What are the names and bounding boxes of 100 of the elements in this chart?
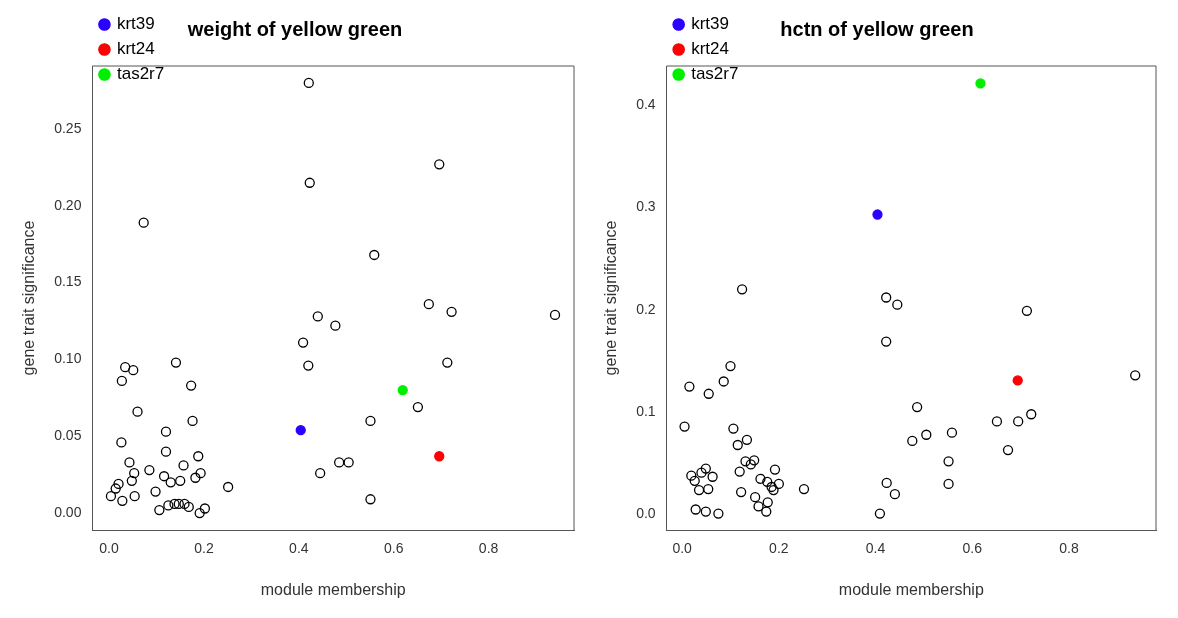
point [173,498,184,510]
y-tick-label: 0.00 [54,503,82,520]
point [199,503,211,514]
point [295,424,306,436]
point [170,357,182,368]
point [700,506,711,517]
point [679,421,690,432]
point [703,483,714,495]
point [423,299,434,310]
point [696,467,707,478]
x-tick-label: 0.6 [962,540,983,557]
point [725,360,736,372]
point [689,475,700,486]
point [769,464,781,475]
point [773,478,784,490]
point [713,508,724,519]
y-tick-label: 0.3 [636,198,656,215]
point [158,471,170,482]
point [874,508,886,519]
point [315,468,326,479]
point [734,466,745,477]
point [160,446,172,457]
point [116,375,128,387]
point [907,435,918,447]
legend-label: tas2r7 [116,64,165,84]
point [179,498,190,510]
point [150,486,161,497]
point [365,415,376,427]
point [892,299,903,310]
point [113,478,124,490]
point [1026,409,1037,420]
point [442,357,453,368]
point [120,361,131,373]
point [872,209,883,220]
point [728,423,739,434]
point [718,376,729,387]
x-tick-label: 0.6 [383,540,404,557]
point [187,415,198,427]
point [446,306,457,317]
point [753,501,764,512]
point [194,507,205,519]
point [762,476,773,488]
legend-label: krt39 [116,14,155,34]
point [740,456,751,467]
point [169,498,180,510]
point [163,500,174,511]
chart-title: weight of yellow green [186,17,403,40]
point [183,501,194,513]
point [693,484,705,496]
point [761,506,772,517]
point [975,78,986,89]
point [129,468,140,479]
point [991,416,1003,427]
point [117,495,128,506]
legend-label: tas2r7 [691,64,739,84]
point [881,336,892,347]
point [128,365,139,376]
point [178,460,189,471]
x-tick-label: 0.0 [99,540,119,557]
y-tick-label: 0.05 [54,427,82,444]
point [132,406,143,417]
point [297,337,309,348]
x-tick-label: 0.2 [769,540,789,557]
point [684,381,695,392]
point [889,489,901,500]
point [434,451,445,462]
point [1012,375,1023,386]
point [434,159,445,170]
point [943,478,954,490]
point [741,434,753,446]
point [222,481,234,493]
point [303,360,314,371]
point [736,284,748,295]
point [1130,370,1141,381]
point [881,477,892,489]
x-tick-label: 0.2 [194,540,214,557]
point [154,504,165,516]
legend-label: krt24 [691,39,729,59]
point [946,427,958,438]
y-tick-label: 0.1 [636,403,656,420]
point [304,177,315,188]
x-axis-title: module membership [260,580,406,598]
y-tick-label: 0.2 [636,300,656,317]
point [1002,444,1014,456]
point [330,320,341,331]
point [690,504,701,515]
point [334,457,345,468]
legend-label: krt39 [691,14,729,34]
point [1021,305,1033,316]
point [700,463,711,474]
point [126,475,137,486]
y-axis-title: gene trait significance [20,220,38,376]
point [911,401,923,413]
point [745,459,756,470]
x-tick-label: 0.0 [672,540,693,557]
point [190,472,201,483]
point [397,385,408,396]
point [105,491,117,502]
point [160,426,172,437]
point [732,439,743,451]
